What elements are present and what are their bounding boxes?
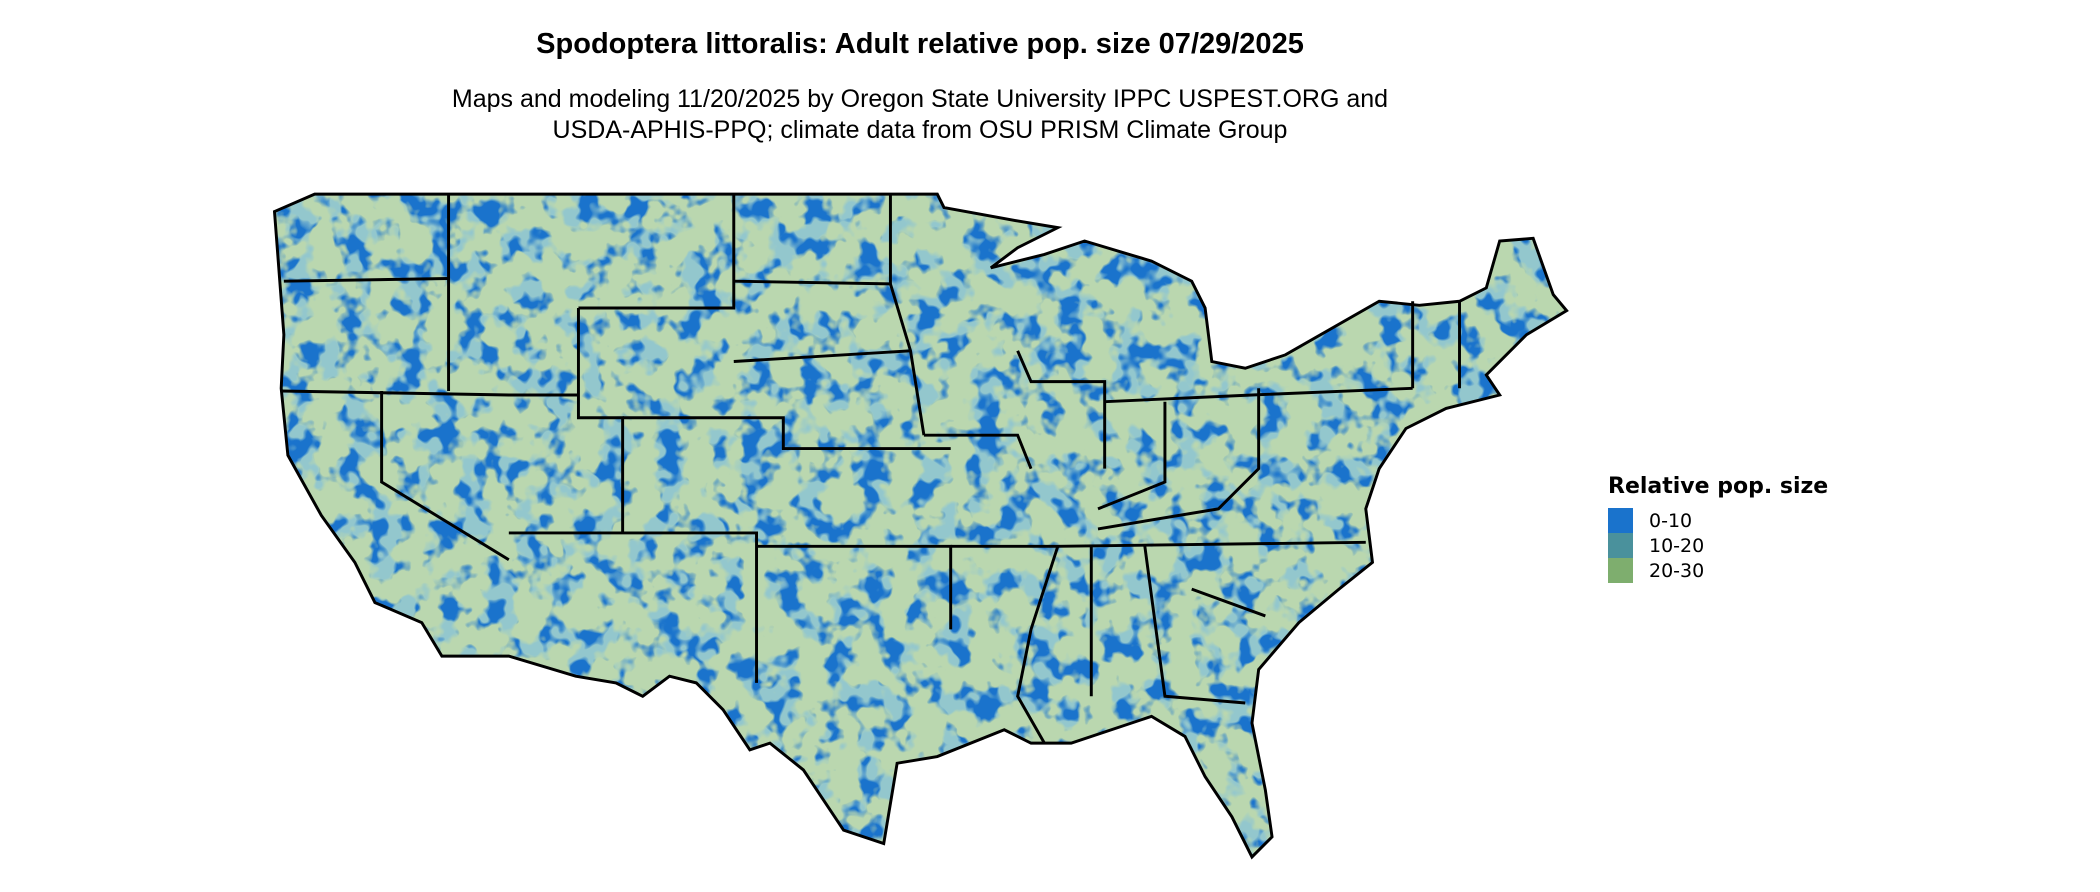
legend-item-10-20: 10-20	[1608, 533, 1828, 558]
state-borders	[272, 192, 1569, 860]
legend-title: Relative pop. size	[1608, 474, 1829, 499]
legend-item-0-10: 0-10	[1608, 508, 1828, 533]
legend-swatch	[1608, 508, 1633, 533]
map-subtitle-line-1: Maps and modeling 11/20/2025 by Oregon S…	[451, 85, 1389, 113]
legend-item-20-30: 20-30	[1608, 558, 1828, 583]
population-raster	[274, 194, 1567, 857]
legend-label: 20-30	[1649, 559, 1705, 582]
legend-swatch	[1608, 558, 1633, 583]
map-subtitle-line-2: USDA-APHIS-PPQ; climate data from OSU PR…	[552, 116, 1288, 144]
legend-swatch	[1608, 533, 1633, 558]
map-title: Spodoptera littoralis: Adult relative po…	[536, 28, 1304, 60]
legend: Relative pop. size 0-10 10-20 20-30	[1608, 474, 1828, 583]
legend-label: 10-20	[1649, 534, 1705, 557]
legend-label: 0-10	[1649, 509, 1693, 532]
